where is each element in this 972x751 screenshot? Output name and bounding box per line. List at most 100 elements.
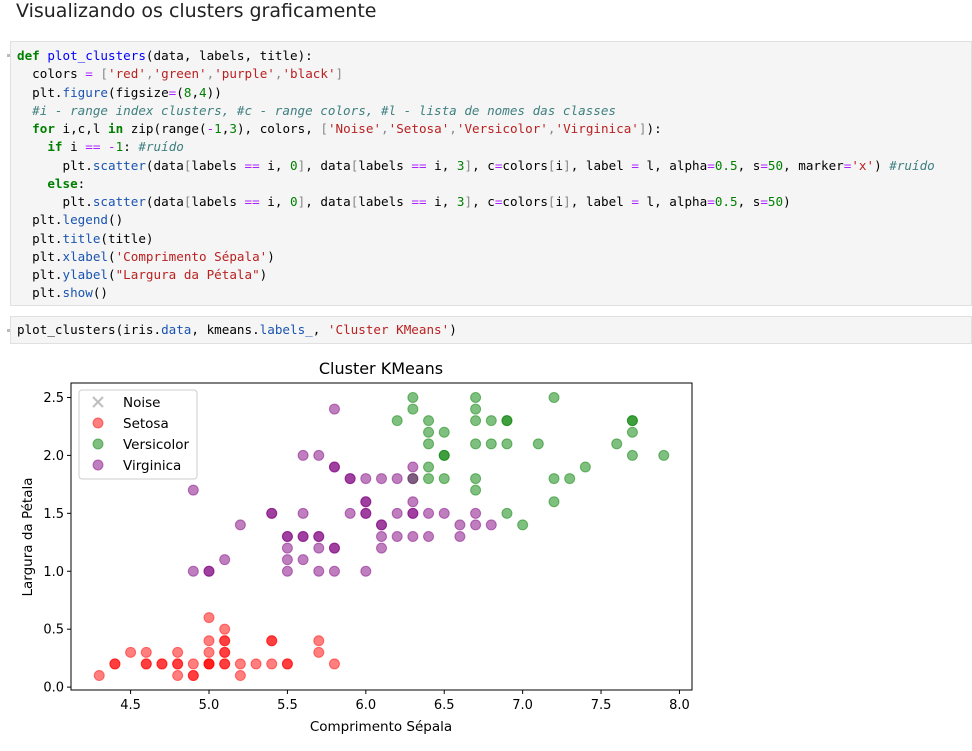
code-token: )) — [206, 84, 222, 100]
data-point-setosa — [203, 635, 215, 647]
legend-marker-versicolor — [92, 438, 104, 450]
data-point-virginica — [470, 507, 482, 519]
code-token: 'Noise' — [327, 121, 382, 136]
code-token: 'purple' — [214, 66, 275, 82]
code-token: ylabel — [62, 267, 109, 282]
code-token: plt. — [17, 248, 63, 264]
code-token: = — [631, 157, 639, 173]
data-point-virginica — [360, 507, 372, 519]
data-point-versicolor — [423, 461, 435, 473]
code-token: , — [191, 84, 200, 100]
code-token: ( — [176, 84, 184, 100]
data-point-versicolor — [470, 391, 482, 403]
legend-marker-noise — [92, 396, 104, 408]
code-token: 3 — [456, 157, 465, 173]
code-token: 'x' — [851, 157, 875, 173]
code-token: 50 — [767, 194, 784, 209]
chart-legend: Noise Setosa Versicolor Virginica — [78, 389, 198, 480]
code-line: else: — [17, 175, 971, 193]
code-token: legend — [62, 212, 109, 228]
code-token: def — [17, 48, 48, 63]
code-token: i, — [259, 157, 291, 173]
data-point-versicolor — [564, 473, 576, 485]
code-token: , — [145, 66, 154, 82]
y-tick-label: 1.0 — [43, 565, 64, 580]
data-point-versicolor — [407, 403, 419, 415]
code-token: , label — [570, 157, 632, 173]
code-editor[interactable]: def plot_clusters(data, labels, title): … — [11, 42, 971, 303]
code-token: = — [760, 157, 768, 173]
code-token: == — [244, 194, 260, 209]
cell-marker — [7, 329, 10, 332]
x-tick-label: 6.0 — [355, 698, 376, 713]
data-point-virginica — [187, 565, 199, 577]
code-token: ] — [464, 157, 473, 173]
code-token: l, alpha — [638, 157, 708, 173]
data-point-versicolor — [391, 415, 403, 427]
code-token: - — [206, 121, 215, 136]
data-point-virginica — [281, 531, 293, 542]
code-cell-definition[interactable]: def plot_clusters(data, labels, title): … — [7, 41, 972, 306]
code-token: , label — [570, 194, 632, 209]
y-tick-label: 2.5 — [43, 391, 64, 406]
code-token: 0 — [290, 194, 298, 209]
code-token: , — [274, 66, 283, 82]
x-tick-label: 6.5 — [434, 698, 455, 713]
data-point-versicolor — [548, 391, 560, 403]
code-token: = — [760, 194, 768, 209]
data-point-versicolor — [548, 496, 560, 508]
code-token: else — [17, 175, 78, 191]
code-token: , c — [472, 194, 495, 209]
data-point-setosa — [250, 658, 262, 670]
data-point-setosa — [313, 635, 325, 647]
code-token: colors — [17, 66, 86, 82]
code-line: plt.ylabel("Largura da Pétala") — [17, 266, 971, 284]
code-token: == — [244, 157, 260, 173]
code-token: [ — [320, 121, 328, 136]
code-token: , kmeans. — [191, 322, 260, 337]
data-point-versicolor — [470, 415, 482, 427]
data-point-setosa — [234, 658, 246, 670]
code-token: , marker — [783, 157, 844, 173]
code-token: i,c,l — [62, 121, 108, 136]
cluster-scatter-plot: Cluster KMeans 4.5 5.0 5.5 6.0 6.5 7.0 7.5 8.0 0… — [20, 359, 693, 735]
code-token: : — [123, 139, 139, 155]
code-token: i — [555, 194, 564, 209]
data-point-setosa — [219, 623, 231, 635]
data-point-versicolor — [438, 426, 450, 438]
code-token: = — [707, 194, 715, 209]
code-token: , — [547, 121, 556, 136]
data-point-versicolor — [438, 473, 450, 485]
data-point-versicolor — [423, 473, 435, 485]
data-point-setosa — [281, 658, 293, 670]
data-point-virginica — [376, 542, 387, 554]
code-editor[interactable]: plot_clusters(iris.data, kmeans.labels_,… — [11, 317, 971, 339]
code-token: plt. — [17, 157, 93, 173]
code-token: 'Comprimento Sépala' — [115, 248, 268, 264]
code-token: 4 — [199, 84, 207, 100]
data-point-versicolor — [501, 507, 513, 519]
legend-marker-setosa — [92, 417, 104, 429]
data-point-versicolor — [470, 473, 482, 485]
code-line: def plot_clusters(data, labels, title): — [17, 47, 971, 65]
x-axis-label: Comprimento Sépala — [310, 719, 452, 735]
data-point-virginica — [344, 473, 356, 485]
code-token: i — [70, 139, 86, 155]
code-line: plt.show() — [17, 284, 971, 302]
code-token: 'Cluster KMeans' — [327, 322, 450, 337]
code-line: plt.title(title) — [17, 230, 971, 248]
code-token: for — [17, 121, 63, 136]
code-token: labels — [358, 194, 412, 209]
code-cell-call[interactable]: plot_clusters(iris.data, kmeans.labels_,… — [7, 316, 972, 344]
code-token: #i - range index clusters, #c - range co… — [17, 102, 616, 118]
data-point-virginica — [297, 554, 309, 566]
data-point-versicolor — [407, 391, 419, 403]
x-tick-label: 5.5 — [277, 698, 298, 713]
code-token: ] — [638, 121, 647, 136]
data-point-setosa — [172, 646, 184, 658]
code-token: , s — [737, 157, 761, 173]
code-line: colors = ['red','green','purple','black'… — [17, 65, 971, 83]
code-token: plt. — [17, 267, 63, 282]
code-token: 'Virginica' — [555, 121, 639, 136]
code-token: if — [17, 139, 71, 155]
